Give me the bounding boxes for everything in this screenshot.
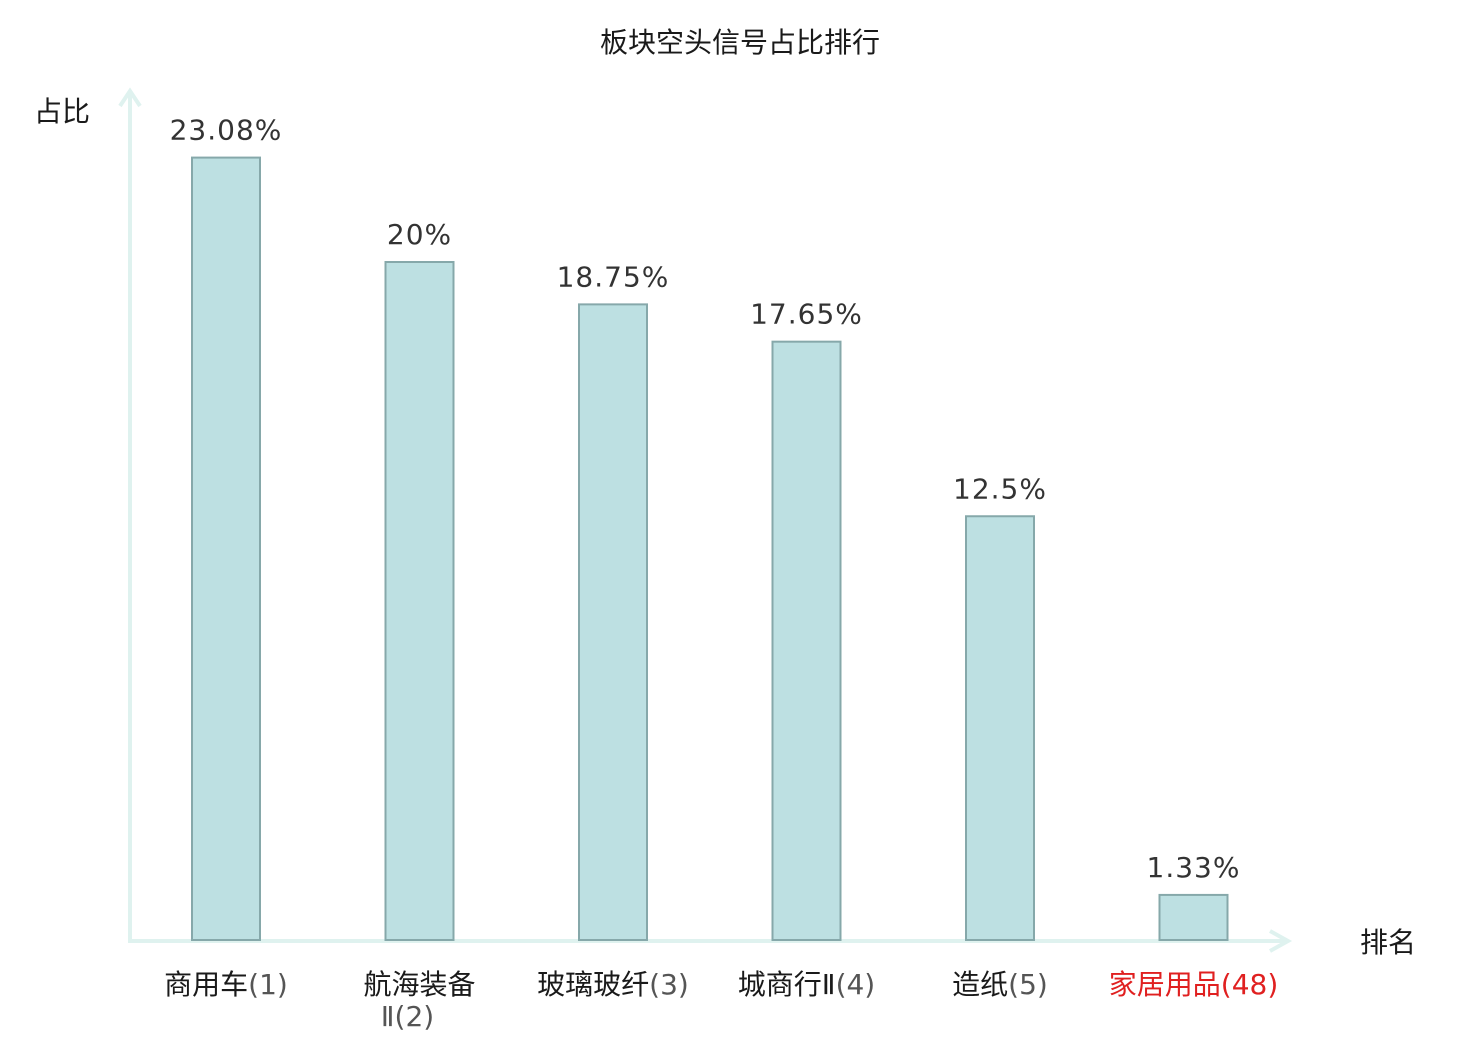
bar-2 bbox=[384, 261, 455, 941]
category-rank-3: (3) bbox=[649, 968, 689, 1001]
x-axis bbox=[128, 929, 1293, 953]
value-label-6: 1.33% bbox=[1147, 851, 1241, 884]
value-label-2: 20% bbox=[387, 218, 452, 251]
category-labels-layer: 商用车(1) 航海装备 Ⅱ(2) 玻璃玻纤(3) 城商行Ⅱ(4) 造纸(5) 家居用品(48… bbox=[164, 968, 1278, 1033]
value-label-1: 23.08% bbox=[170, 114, 283, 147]
category-name-5: 造纸 bbox=[952, 968, 1008, 1001]
category-label-4: 城商行Ⅱ(4) bbox=[738, 968, 875, 1001]
bar-6 bbox=[1158, 893, 1229, 942]
category-label-6: 家居用品(48) bbox=[1109, 968, 1279, 1001]
category-name-2: 航海装备 bbox=[363, 968, 475, 1001]
category-name-4: 城商行Ⅱ bbox=[738, 968, 836, 1001]
category-rank-5: (5) bbox=[1008, 968, 1048, 1001]
category-name-line2-2: Ⅱ bbox=[381, 1000, 395, 1033]
y-axis bbox=[118, 87, 142, 941]
bar-1 bbox=[191, 156, 261, 941]
category-rank-1: (1) bbox=[248, 968, 288, 1001]
bar-3 bbox=[578, 303, 648, 941]
y-axis-label: 占比 bbox=[34, 95, 90, 128]
bar-5 bbox=[965, 515, 1035, 941]
value-label-4: 17.65% bbox=[750, 298, 863, 331]
category-rank-4: (4) bbox=[836, 968, 876, 1001]
category-name-1: 商用车 bbox=[164, 968, 248, 1001]
x-axis-label: 排名 bbox=[1360, 926, 1416, 959]
value-labels-layer: 23.08% 20% 18.75% 17.65% 12.5% 1.33% bbox=[170, 114, 1241, 884]
category-name-3: 玻璃玻纤 bbox=[537, 968, 649, 1001]
category-rank-6: (48) bbox=[1221, 968, 1278, 1001]
category-label-5: 造纸(5) bbox=[952, 968, 1048, 1001]
category-label-3: 玻璃玻纤(3) bbox=[537, 968, 689, 1001]
bars-layer bbox=[191, 156, 1229, 942]
category-rank-2: (2) bbox=[395, 1000, 435, 1033]
chart-title: 板块空头信号占比排行 bbox=[600, 26, 880, 59]
category-label-1: 商用车(1) bbox=[164, 968, 288, 1001]
category-label-2: 航海装备 Ⅱ(2) bbox=[363, 968, 475, 1033]
value-label-3: 18.75% bbox=[557, 260, 670, 293]
category-name-6: 家居用品 bbox=[1109, 968, 1221, 1001]
bar-4 bbox=[771, 340, 842, 942]
value-label-5: 12.5% bbox=[953, 472, 1047, 505]
